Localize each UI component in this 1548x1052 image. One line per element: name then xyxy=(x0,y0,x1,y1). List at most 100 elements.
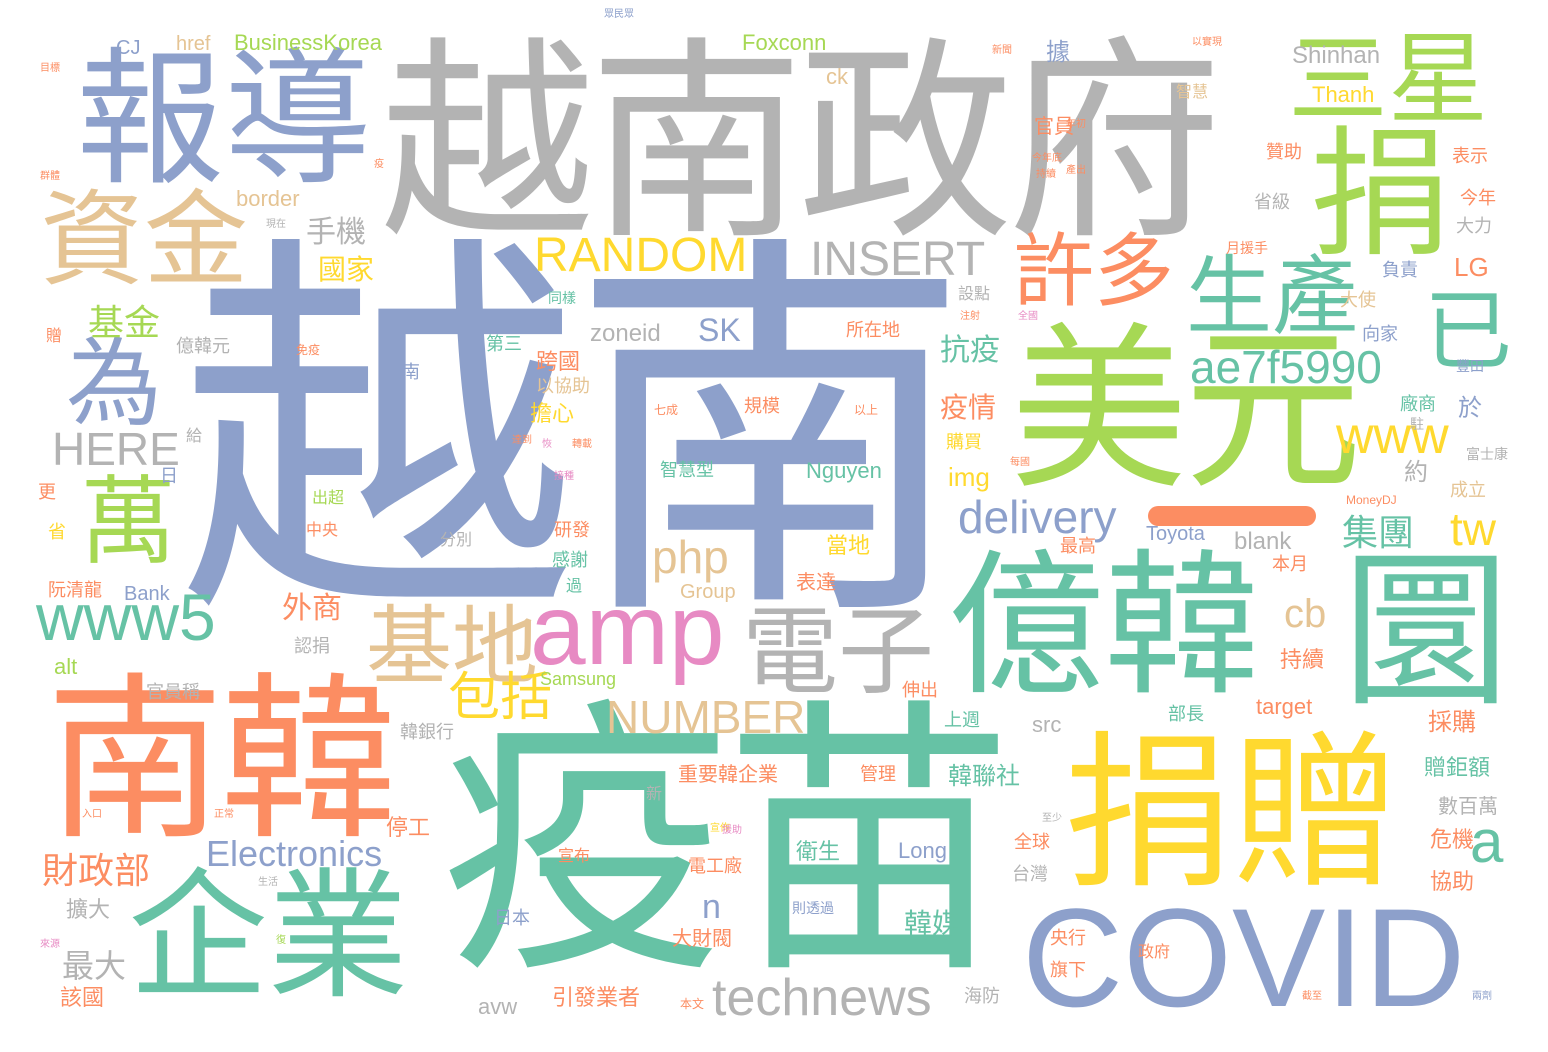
word-k125: 出超 xyxy=(312,488,345,507)
word-k82: 表示 xyxy=(1452,146,1488,167)
word-n: n xyxy=(702,888,721,926)
word-toyota: Toyota xyxy=(1146,523,1205,545)
word-k117: 管理 xyxy=(860,764,896,785)
word-k129: 規模 xyxy=(744,396,780,417)
word-k178: 每國 xyxy=(1010,457,1030,468)
word-k131: 購買 xyxy=(946,432,982,453)
word-donate: 捐 xyxy=(1310,114,1451,277)
word-samsung: Samsung xyxy=(540,669,617,689)
word-k176: 兩劑 xyxy=(1472,991,1492,1002)
word-k96: 贈鉅額 xyxy=(1424,756,1491,781)
word-base: 基地 xyxy=(366,597,538,697)
word-k100: 衛生 xyxy=(796,840,841,865)
word-k126: 億韓元 xyxy=(176,336,230,357)
word-k180: 產出 xyxy=(1066,165,1086,176)
word-usd: 美元 xyxy=(1010,307,1362,514)
word-k170: 正常 xyxy=(214,809,234,820)
word-k155: 本文 xyxy=(680,997,705,1011)
dash-mark xyxy=(1148,506,1316,526)
word-sk: SK xyxy=(698,312,741,348)
word-delivery: delivery xyxy=(958,491,1117,543)
word-k74: 約 xyxy=(1404,458,1428,486)
word-k128: 以協助 xyxy=(536,376,590,397)
word-ae7f5990: ae7f5990 xyxy=(1190,341,1382,393)
word-insert: INSERT xyxy=(810,233,986,286)
word-funds: 資金 xyxy=(40,179,249,301)
word-south-korea: 南韓 xyxy=(46,657,398,864)
word-k73: 擔心 xyxy=(530,402,575,427)
word-border: border xyxy=(236,186,300,211)
word-k132: 所在地 xyxy=(846,320,900,341)
word-k109: 本月 xyxy=(1272,554,1308,575)
word-epidemic: 疫情 xyxy=(940,391,997,424)
word-k95: 採購 xyxy=(1428,708,1476,736)
word-k152: 七成 xyxy=(654,403,679,417)
word-k182: 達到 xyxy=(512,435,532,446)
word-k102: 大財閥 xyxy=(672,926,732,950)
word-k167: 宣佈 xyxy=(710,823,730,834)
word-many: 許多 xyxy=(1014,225,1174,318)
word-100m-won: 億韓 xyxy=(948,535,1260,717)
word-donation: 捐贈 xyxy=(1064,716,1400,912)
word-k94: 持續 xyxy=(1280,648,1325,673)
word-samsung-cn: 三星 xyxy=(1288,21,1488,138)
word-alt: alt xyxy=(54,654,78,679)
word-k80: 今年 xyxy=(1460,188,1496,209)
word-finance-ministry: 財政部 xyxy=(42,851,151,892)
word-country: 國家 xyxy=(318,253,375,286)
word-blank: blank xyxy=(1234,528,1292,555)
word-k136: 日 xyxy=(160,466,178,487)
word-lg: LG xyxy=(1454,252,1489,282)
word-k90: 研發 xyxy=(554,520,590,541)
word-k175: 截至 xyxy=(1302,991,1322,1002)
word-k162: 全國 xyxy=(1018,311,1038,322)
word-production: 生產 xyxy=(1186,247,1358,347)
word-k93: 韓聯社 xyxy=(948,762,1020,790)
word-here: HERE xyxy=(52,423,180,475)
word-php: php xyxy=(652,531,729,583)
word-foreign-firms: 外商 xyxy=(282,591,342,626)
word-k130: 智慧型 xyxy=(660,460,714,481)
word-k172: 生活 xyxy=(258,877,278,888)
word-largest: 最大 xyxy=(62,947,127,985)
word-avw: avw xyxy=(478,994,518,1019)
word-k115: 海防 xyxy=(964,986,1000,1007)
word-k101: 電工廠 xyxy=(688,856,742,877)
word-www: www xyxy=(1336,407,1449,465)
word-electronics-cn: 電子 xyxy=(742,596,934,708)
word-group-en: Group xyxy=(680,581,736,603)
word-k84: 大使 xyxy=(1340,290,1376,311)
word-thanh: Thanh xyxy=(1312,82,1375,107)
word-cb: cb xyxy=(1284,592,1327,636)
word-won: 圜 xyxy=(1342,534,1510,730)
word-covid: COVID xyxy=(1022,879,1466,1036)
word-k81: 大力 xyxy=(1456,216,1492,237)
word-amp: amp xyxy=(530,574,725,686)
word-enterprise: 企業 xyxy=(128,856,409,1019)
word-k78: 贊助 xyxy=(1266,142,1302,163)
word-k179: 接種 xyxy=(554,471,574,482)
word-k158: 年初 xyxy=(1066,119,1086,130)
word-k153: 以上 xyxy=(854,403,879,417)
word-k154: 免疫 xyxy=(296,343,321,357)
word-k91: 表達 xyxy=(796,570,836,594)
word-mobile: 手機 xyxy=(306,215,366,250)
word-businesskorea: BusinessKorea xyxy=(234,30,382,55)
word-k161: 注射 xyxy=(960,311,980,322)
word-already: 已 xyxy=(1424,280,1513,383)
word-k145: 同樣 xyxy=(548,291,576,307)
word-k127: 第三 xyxy=(486,334,522,355)
word-k173: 恢 xyxy=(542,439,552,450)
word-www5: www5 xyxy=(36,580,216,654)
word-k88: 當地 xyxy=(826,534,871,559)
word-number: NUMBER xyxy=(606,691,806,743)
word-nguyen: Nguyen xyxy=(806,458,882,483)
word-k151: MoneyDJ xyxy=(1346,493,1397,507)
word-korean-media: 韓媒 xyxy=(904,907,961,940)
word-img: img xyxy=(948,462,990,492)
word-k181: 轉載 xyxy=(572,439,592,450)
word-k144: 則透過 xyxy=(792,901,834,917)
word-k114: 政府 xyxy=(1138,942,1171,961)
word-anti-epidemic: 抗疫 xyxy=(940,333,1000,368)
word-k165: 疫 xyxy=(374,159,384,170)
